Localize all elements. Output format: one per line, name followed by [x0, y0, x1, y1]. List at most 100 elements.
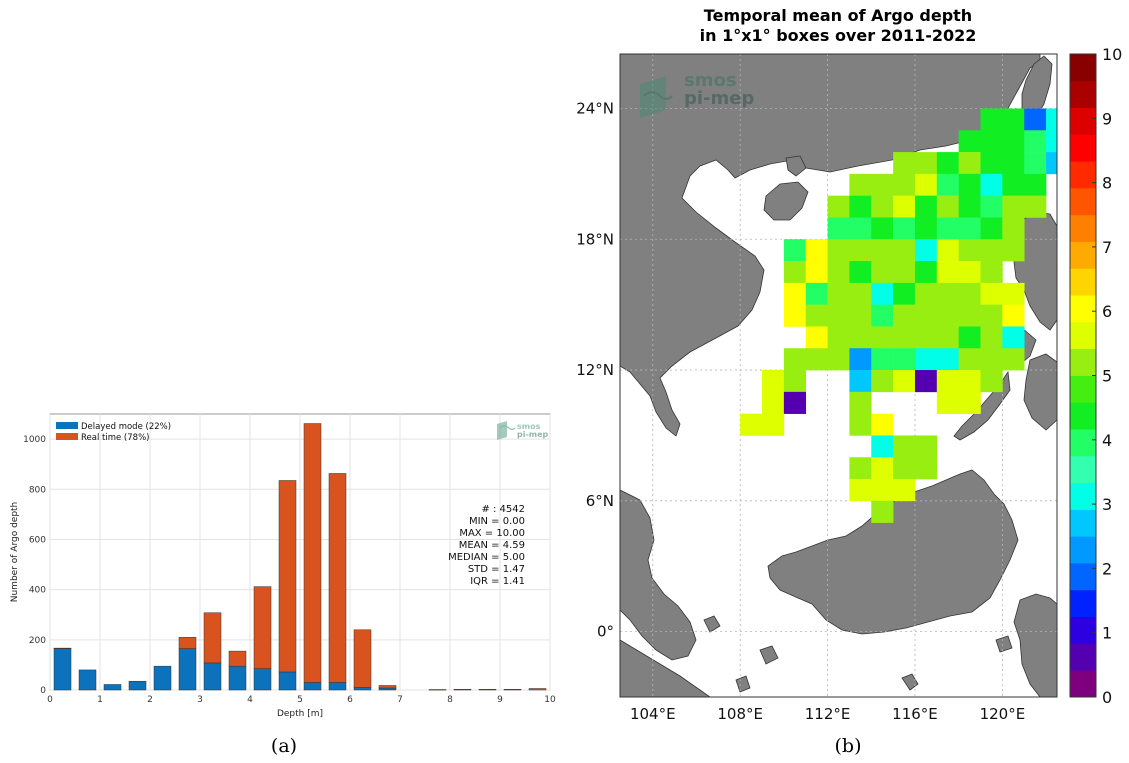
map-cell [1002, 348, 1025, 371]
map-cell [936, 370, 959, 393]
y-tick-label: 800 [29, 485, 46, 495]
map-cell [849, 348, 872, 371]
colorbar-segment [1070, 321, 1096, 350]
map-cell [914, 435, 938, 458]
map-cell [805, 261, 828, 284]
map-cell [849, 261, 872, 284]
y-tick-label: 0 [40, 686, 46, 696]
map-frame [619, 53, 1058, 698]
map-cell [893, 195, 916, 218]
map-cell [871, 282, 894, 305]
map-cell [958, 217, 981, 240]
map-cell [1024, 130, 1047, 153]
map-cell [783, 261, 807, 284]
legend-label-delayed: Delayed mode (22%) [81, 422, 171, 432]
map-cell [1046, 108, 1057, 131]
land-riau [703, 615, 721, 633]
map-x-tick-label: 108°E [717, 705, 763, 723]
colorbar-segment [1070, 107, 1096, 135]
bar-real-time [203, 612, 222, 664]
histogram-grid [49, 414, 551, 691]
map-cell [871, 239, 894, 262]
map-cell [1002, 282, 1025, 305]
legend-label-realtime: Real time (78%) [81, 433, 149, 443]
map-cell [849, 479, 872, 502]
colorbar-segment [1070, 509, 1096, 537]
map-cell [871, 217, 894, 240]
map-cell [914, 304, 938, 327]
colorbar-segment [1070, 348, 1096, 376]
bar-real-time [478, 688, 497, 691]
bar-delayed-mode [328, 682, 347, 691]
x-tick-label: 3 [197, 695, 203, 705]
map-cell [914, 261, 938, 284]
colorbar-tick-label: 9 [1102, 109, 1112, 128]
logo-smos-text: smos [517, 422, 541, 431]
map-cell [762, 413, 785, 436]
colorbar-segment [1070, 295, 1096, 323]
map-cell [914, 195, 938, 218]
colorbar-segment [1070, 429, 1096, 457]
logo-waves-icon-large [640, 76, 666, 118]
bar-delayed-mode [353, 687, 372, 691]
map-cell [980, 239, 1003, 262]
map-cell [980, 195, 1003, 218]
map-cell [805, 304, 828, 327]
colorbar-tick-label: 6 [1102, 302, 1112, 321]
y-tick-label: 200 [29, 636, 46, 646]
map-cell [1046, 152, 1057, 175]
land-polygons [620, 54, 1057, 697]
map-cell [827, 304, 850, 327]
map-cell [893, 457, 916, 480]
map-cell [1002, 239, 1025, 262]
map-cells [740, 108, 1057, 523]
map-cell [871, 173, 894, 196]
colorbar-segment [1070, 241, 1096, 269]
map-y-tick-label: 0° [597, 623, 614, 641]
map-x-tick-label: 116°E [892, 705, 938, 723]
colorbar-tick-label: 4 [1102, 431, 1112, 450]
map-cell [827, 326, 850, 349]
x-tick-label: 7 [397, 695, 403, 705]
histogram-x-label: Depth [m] [277, 709, 323, 719]
map-cell [893, 173, 916, 196]
colorbar-segment [1070, 214, 1096, 242]
map-cell [871, 261, 894, 284]
stat-min: MIN = 0.00 [469, 516, 525, 527]
map-cell [958, 282, 981, 305]
map-cell [1002, 130, 1025, 153]
histogram-legend: Delayed mode (22%) Real time (78%) [56, 422, 171, 443]
map-cell [936, 152, 959, 175]
map-cell [849, 326, 872, 349]
histogram-bars [53, 423, 547, 691]
map-cell [980, 130, 1003, 153]
land-borneo [767, 469, 1019, 635]
map-cell [936, 304, 959, 327]
colorbar-segment [1070, 187, 1096, 216]
map-cell [893, 261, 916, 284]
bar-real-time [303, 423, 322, 683]
map-title-line1: Temporal mean of Argo depth [704, 6, 972, 25]
map-cell [849, 239, 872, 262]
bar-real-time [228, 650, 247, 667]
land-island-2 [901, 673, 919, 691]
land-island-3 [995, 635, 1013, 653]
colorbar-segment [1070, 161, 1096, 189]
map-cell [893, 479, 916, 502]
map-cell [849, 217, 872, 240]
map-cell [871, 479, 894, 502]
map-cell [783, 282, 807, 305]
map-cell [827, 195, 850, 218]
map-cell [871, 326, 894, 349]
map-y-ticks: 0° 6°N 12°N 18°N 24°N [576, 99, 614, 640]
colorbar-tick-label: 0 [1102, 688, 1112, 707]
map-cell [871, 304, 894, 327]
x-tick-label: 2 [147, 695, 153, 705]
map-cell [893, 370, 916, 393]
colorbar-tick-label: 8 [1102, 174, 1112, 193]
land-sulawesi [1013, 593, 1057, 697]
bar-delayed-mode [178, 648, 197, 691]
map-panel: Temporal mean of Argo depth in 1°x1° box… [576, 6, 1122, 757]
bar-real-time [178, 637, 197, 649]
map-cell [871, 195, 894, 218]
